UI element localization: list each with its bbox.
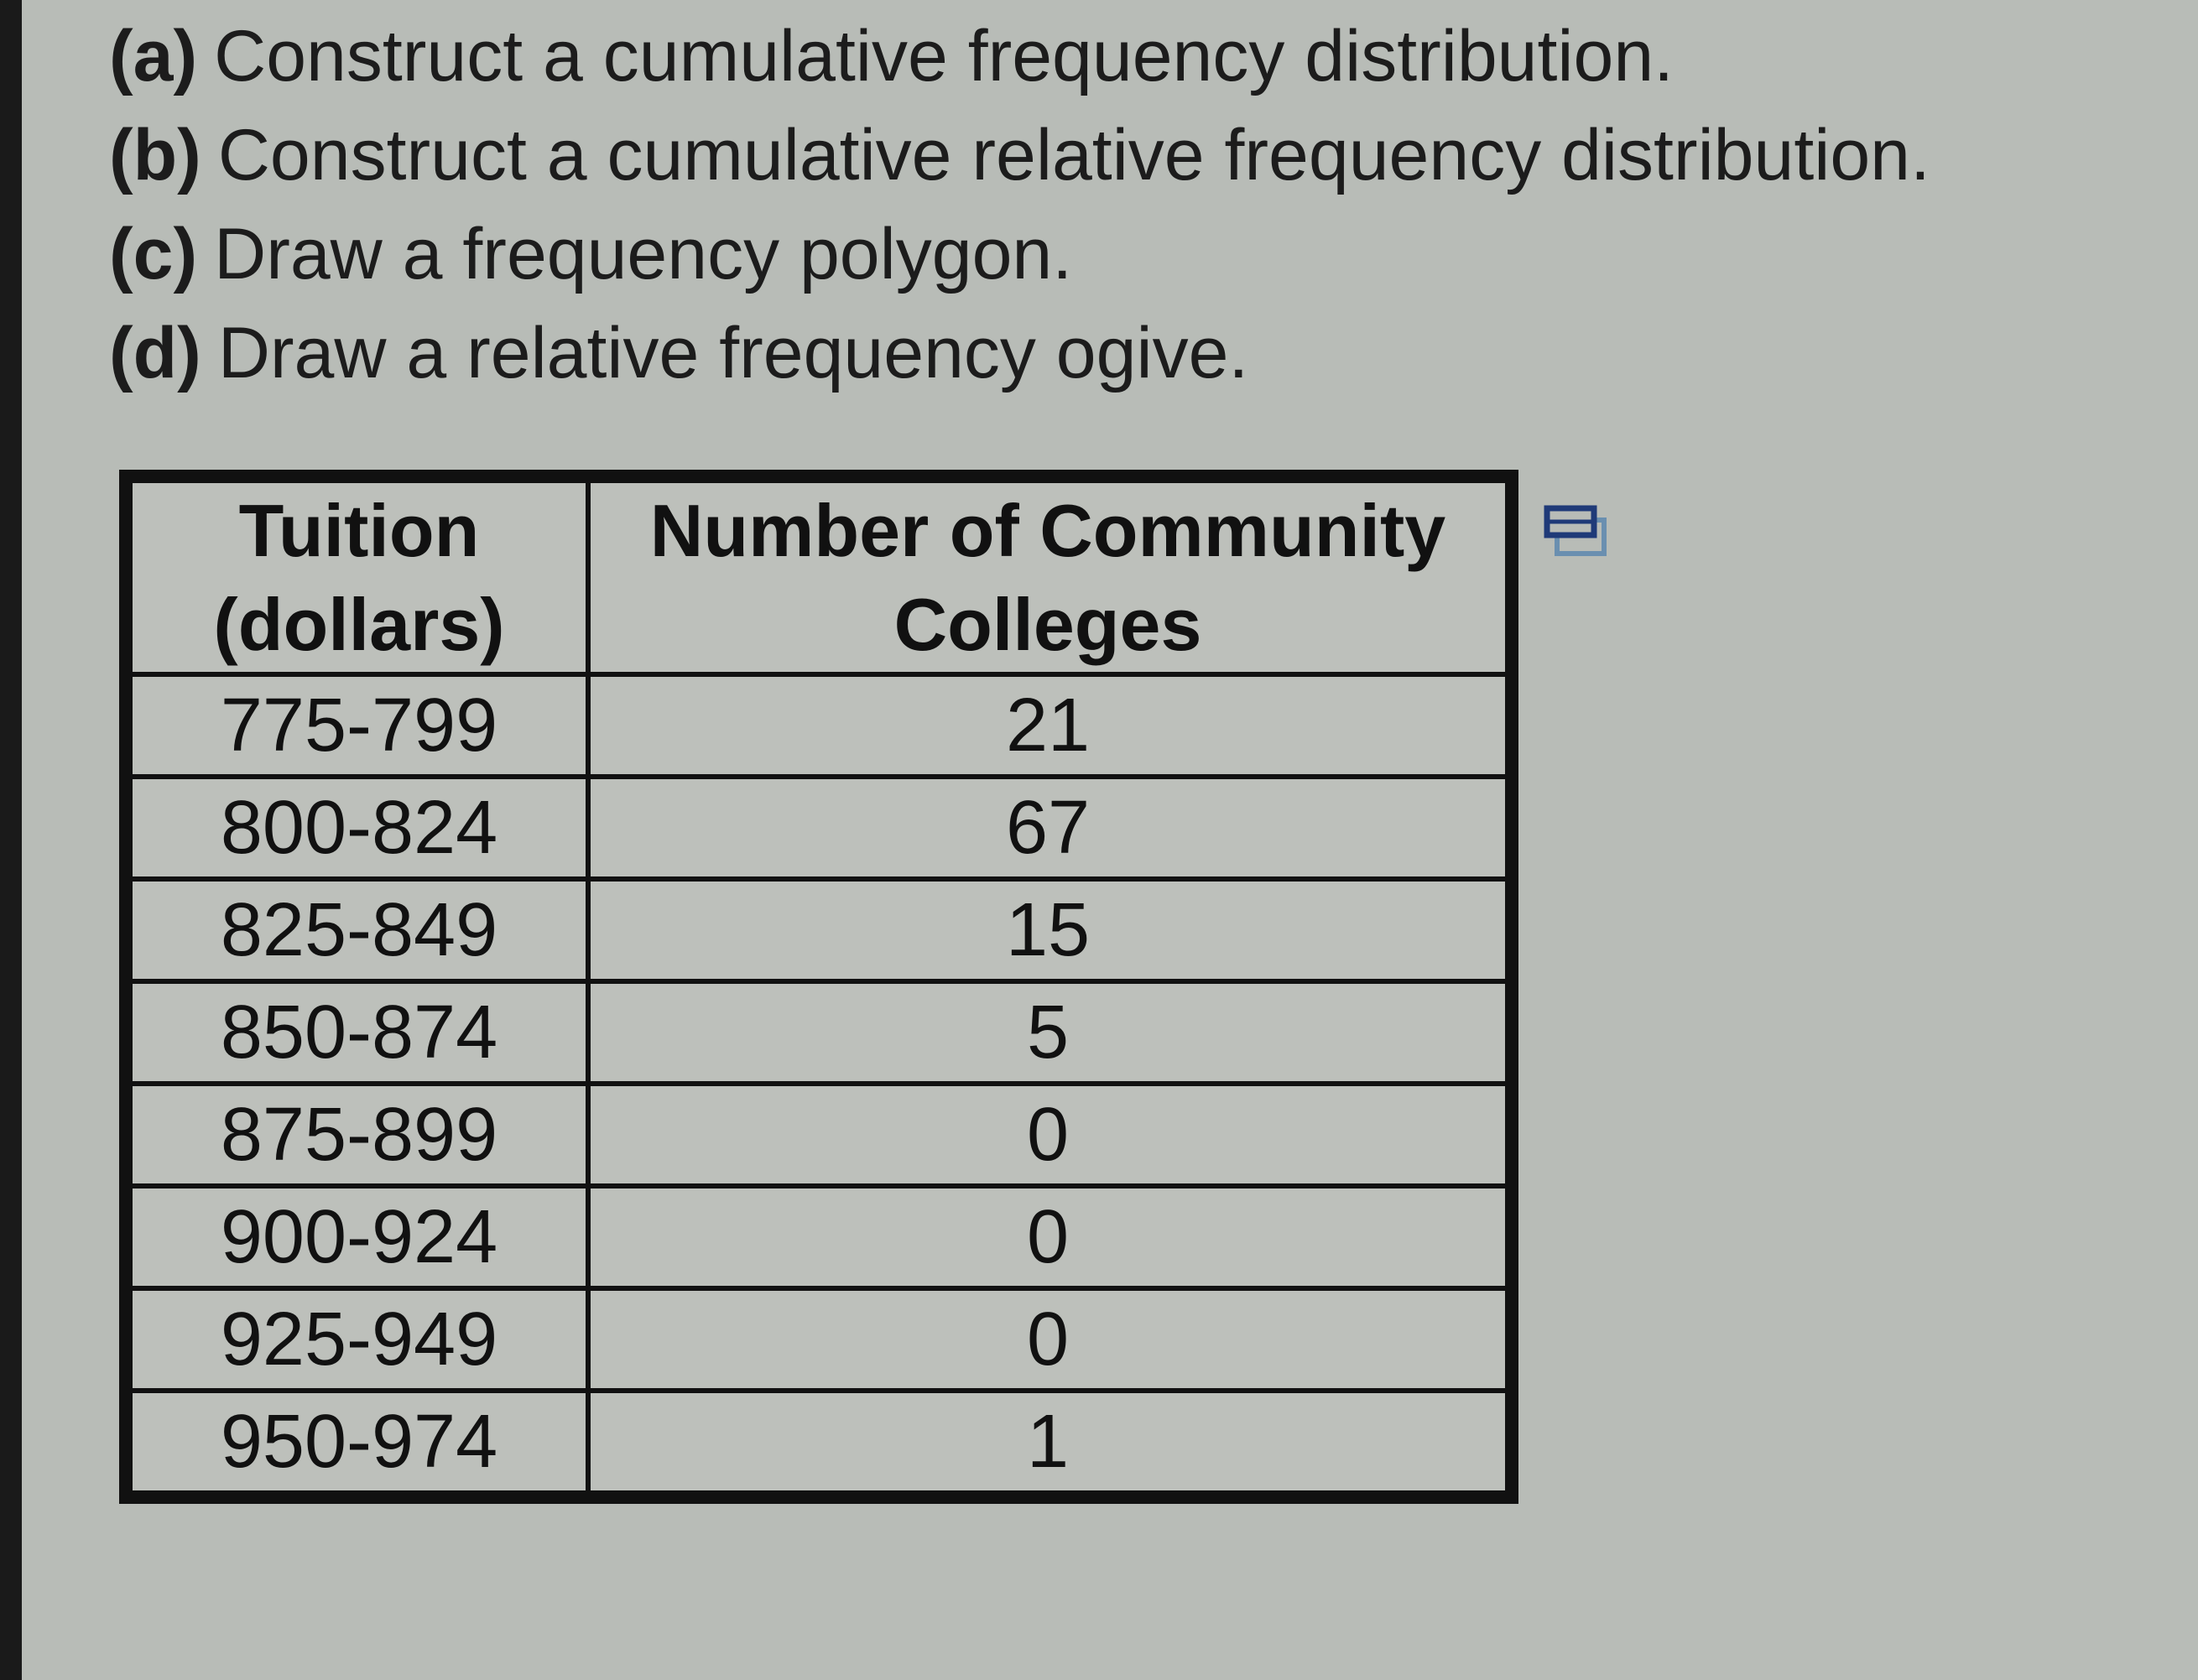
table-row: 925-949 0 — [123, 1286, 1514, 1393]
table-row: 775-799 21 — [123, 672, 1514, 779]
question-label: (d) — [109, 313, 201, 393]
question: (a) Construct a cumulative frequency dist… — [109, 7, 1930, 106]
count-cell: 0 — [586, 1081, 1514, 1188]
table-row: 875-899 0 — [123, 1081, 1514, 1188]
count-cell: 15 — [586, 876, 1514, 984]
question-label: (b) — [109, 115, 201, 195]
tuition-cell: 900-924 — [123, 1183, 591, 1291]
count-cell: 0 — [586, 1286, 1514, 1393]
table-row: 900-924 0 — [123, 1183, 1514, 1291]
question: (c) Draw a frequency polygon. — [109, 205, 1930, 304]
question-label: (a) — [109, 16, 198, 96]
tuition-cell: 800-824 — [123, 774, 591, 882]
table-row: 850-874 5 — [123, 979, 1514, 1086]
count-cell: 1 — [586, 1388, 1514, 1500]
count-cell: 67 — [586, 774, 1514, 882]
tuition-cell: 925-949 — [123, 1286, 591, 1393]
table-body: 775-799 21 800-824 67 825-849 15 850-874 5 875-8… — [123, 672, 1514, 1500]
question: (b) Construct a cumulative relative frequ… — [109, 106, 1930, 205]
question-list: (a) Construct a cumulative frequency dist… — [109, 7, 1930, 403]
tuition-cell: 775-799 — [123, 672, 591, 779]
header-cell: Tuition (dollars) — [123, 474, 591, 677]
question: (d) Draw a relative frequency ogive. — [109, 304, 1930, 403]
question-label: (c) — [109, 214, 198, 294]
question-text: Draw a frequency polygon. — [214, 214, 1073, 294]
table-row: 950-974 1 — [123, 1388, 1514, 1500]
tuition-cell: 850-874 — [123, 979, 591, 1086]
header-row: Tuition (dollars) Number of Community Co… — [123, 474, 1514, 677]
tuition-cell: 950-974 — [123, 1388, 591, 1500]
data-table: Tuition (dollars) Number of Community Co… — [119, 470, 1518, 1504]
tuition-cell: 825-849 — [123, 876, 591, 984]
tuition-cell: 875-899 — [123, 1081, 591, 1188]
copy-icon[interactable] — [1542, 503, 1612, 562]
table-row: 825-849 15 — [123, 876, 1514, 984]
table-row: 800-824 67 — [123, 774, 1514, 882]
question-text: Draw a relative frequency ogive. — [217, 313, 1249, 393]
question-text: Construct a cumulative frequency distrib… — [214, 16, 1675, 96]
question-text: Construct a cumulative relative frequenc… — [217, 115, 1930, 195]
count-cell: 0 — [586, 1183, 1514, 1291]
screen-edge — [0, 0, 22, 1680]
count-cell: 21 — [586, 672, 1514, 779]
header-cell: Number of Community Colleges — [586, 474, 1514, 677]
count-cell: 5 — [586, 979, 1514, 1086]
